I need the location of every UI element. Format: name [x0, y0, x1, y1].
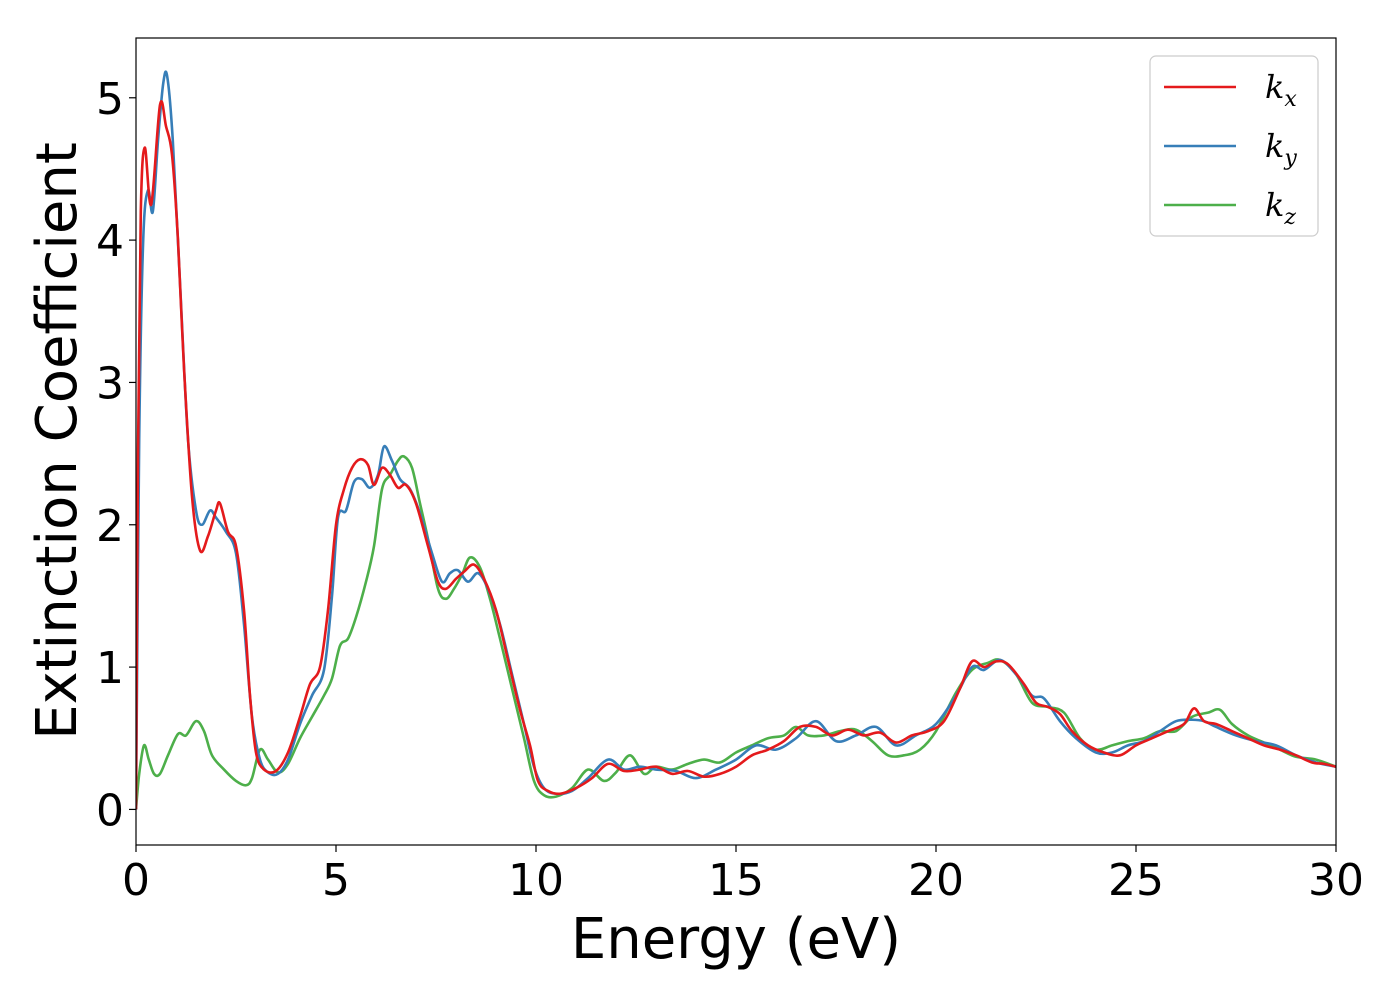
legend: kx ky kz: [1149, 55, 1319, 237]
y-tick-label: 1: [96, 643, 124, 694]
x-tick-label: 25: [1108, 855, 1164, 906]
legend-label-ky: ky: [1265, 127, 1297, 171]
x-tick-label: 20: [908, 855, 964, 906]
legend-label-kx: kx: [1265, 68, 1297, 112]
y-tick-label: 4: [96, 216, 124, 267]
x-axis-title: Energy (eV): [571, 907, 901, 972]
y-tick-label: 2: [96, 501, 124, 552]
tick-labels: 0 5 10 15 20 25 30 0 1 2 3 4 5: [96, 74, 1364, 906]
y-tick-label: 0: [96, 785, 124, 836]
tick-marks: [129, 97, 1337, 852]
y-tick-label: 3: [96, 358, 124, 409]
series-line-kz: [136, 454, 1336, 810]
y-tick-label: 5: [96, 74, 124, 125]
series-line-kx: [136, 100, 1336, 810]
x-tick-label: 10: [508, 855, 564, 906]
x-tick-label: 30: [1308, 855, 1364, 906]
x-tick-label: 15: [708, 855, 764, 906]
x-tick-label: 5: [322, 855, 350, 906]
x-tick-label: 0: [122, 855, 150, 906]
plot-frame: [135, 37, 1337, 846]
legend-label-kz: kz: [1265, 186, 1296, 230]
plot-series: [136, 70, 1336, 810]
y-axis-title: Extinction Coefficient: [25, 142, 90, 740]
